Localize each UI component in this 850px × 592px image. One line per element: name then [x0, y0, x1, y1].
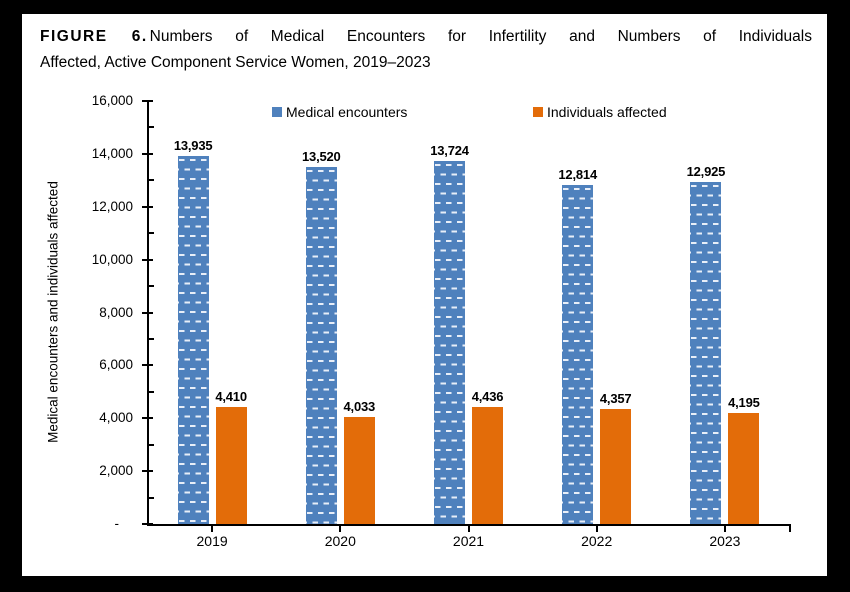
y-minor-tick	[148, 232, 154, 235]
bar-medical-encounters-2021	[434, 161, 465, 525]
y-minor-tick	[148, 496, 154, 499]
y-minor-tick	[148, 285, 154, 288]
y-major-tick	[142, 417, 153, 420]
x-tick	[339, 526, 342, 532]
figure-title: FIGURE 6. Numbers of Medical Encounters f…	[40, 24, 812, 76]
x-axis-line	[147, 524, 791, 526]
y-major-tick	[142, 523, 153, 525]
y-tick-label: -	[114, 516, 120, 531]
y-major-tick	[142, 364, 153, 367]
y-minor-tick	[148, 443, 154, 446]
figure-title-line1: FIGURE 6. Numbers of Medical Encounters f…	[40, 24, 812, 50]
y-major-tick	[142, 205, 153, 208]
data-label-medical-encounters-2020: 13,520	[302, 148, 341, 164]
x-tick	[595, 526, 598, 532]
bar-individuals-affected-2023	[728, 413, 760, 524]
data-label-individuals-affected-2020: 4,033	[343, 399, 376, 415]
data-label-medical-encounters-2021: 13,724	[430, 143, 469, 159]
data-label-individuals-affected-2021: 4,436	[471, 388, 504, 404]
y-axis-title: Medical encounters and individuals affec…	[45, 181, 61, 443]
y-tick-label: 16,000	[91, 93, 133, 108]
y-minor-tick	[148, 337, 154, 340]
y-major-tick	[142, 470, 153, 473]
data-label-individuals-affected-2022: 4,357	[599, 390, 632, 406]
bar-individuals-affected-2019	[215, 407, 247, 524]
legend-label-medical-encounters: Medical encounters	[286, 104, 408, 120]
y-tick-label: 2,000	[99, 463, 133, 479]
y-major-tick	[142, 152, 153, 155]
y-tick-label: 10,000	[91, 251, 133, 267]
legend-label-individuals-affected: Individuals affected	[547, 104, 667, 120]
y-axis-line	[147, 101, 149, 526]
bar-medical-encounters-2022	[562, 185, 594, 525]
y-tick-label: 4,000	[99, 410, 133, 426]
x-category-label: 2022	[581, 533, 613, 549]
data-label-medical-encounters-2022: 12,814	[558, 167, 597, 183]
bar-medical-encounters-2020	[305, 166, 337, 524]
figure-title-line2: Affected, Active Component Service Women…	[40, 54, 431, 71]
data-label-individuals-affected-2023: 4,195	[728, 395, 760, 411]
bar-individuals-affected-2020	[343, 417, 375, 524]
y-minor-tick	[148, 179, 154, 182]
bar-medical-encounters-2023	[690, 182, 722, 525]
y-tick-label: 6,000	[99, 357, 133, 373]
y-tick-label: 8,000	[99, 304, 133, 320]
y-major-tick	[142, 311, 153, 314]
legend-swatch-medical-encounters	[272, 107, 282, 117]
y-major-tick	[142, 258, 153, 261]
x-tick	[211, 526, 214, 532]
x-tick	[723, 526, 726, 532]
x-category-label: 2019	[196, 533, 228, 549]
x-axis-end-tick	[789, 526, 791, 532]
x-category-label: 2023	[709, 533, 741, 549]
data-label-medical-encounters-2023: 12,925	[686, 164, 726, 180]
bar-individuals-affected-2022	[600, 408, 632, 524]
y-tick-label: 14,000	[91, 145, 133, 161]
figure-canvas: FIGURE 6. Numbers of Medical Encounters f…	[22, 14, 827, 576]
legend-swatch-individuals-affected	[533, 107, 543, 117]
y-tick-label: 12,000	[91, 198, 133, 214]
bar-medical-encounters-2019	[177, 155, 209, 524]
x-tick	[467, 526, 470, 532]
bar-individuals-affected-2021	[472, 406, 503, 524]
data-label-individuals-affected-2019: 4,410	[215, 389, 247, 405]
x-category-label: 2021	[452, 533, 485, 549]
figure-title-line1-text: Numbers of Medical Encounters for Infert…	[149, 28, 812, 45]
figure-number-label: FIGURE 6.	[40, 28, 148, 45]
x-category-label: 2020	[324, 533, 356, 549]
y-minor-tick	[148, 126, 154, 129]
y-minor-tick	[148, 390, 154, 393]
data-label-medical-encounters-2019: 13,935	[173, 137, 213, 153]
y-major-tick	[142, 100, 153, 102]
